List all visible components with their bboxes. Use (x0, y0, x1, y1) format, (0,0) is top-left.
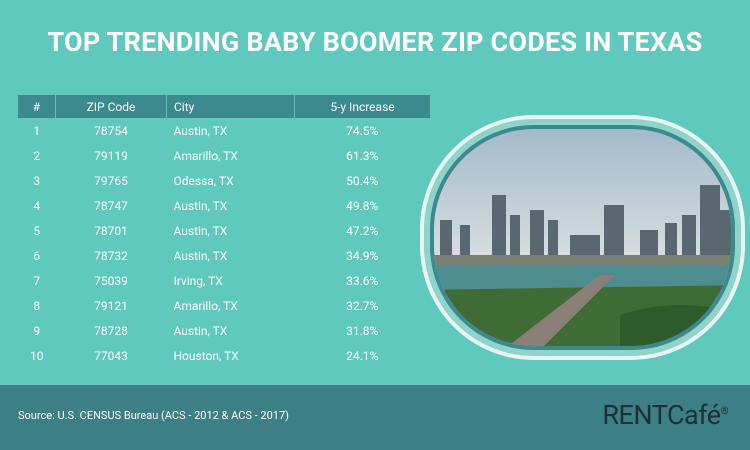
table-cell: 4 (33, 198, 41, 213)
table-cell: 78701 (94, 223, 128, 238)
table-row: 5 78701 Austin, TX 47.2% (18, 218, 430, 243)
table-cell: 50.4% (346, 173, 379, 188)
table-cell: 8 (33, 298, 41, 313)
logo-text: RENTCafé (602, 399, 721, 431)
table-cell: Amarillo, TX (173, 148, 238, 163)
title: TOP TRENDING BABY BOOMER ZIP CODES IN TE… (47, 26, 703, 58)
table-cell: 5 (33, 223, 41, 238)
table-cell: 75039 (94, 273, 128, 288)
table-cell: 32.7% (346, 298, 379, 313)
table-row: 6 78732 Austin, TX 34.9% (18, 243, 430, 268)
source-note: Source: U.S. CENSUS Bureau (ACS - 2012 &… (18, 409, 289, 422)
footer: Source: U.S. CENSUS Bureau (ACS - 2012 &… (0, 385, 750, 450)
table-cell: 9 (33, 323, 41, 338)
logo-mark: ® (720, 406, 729, 417)
table-cell: Irving, TX (173, 273, 223, 288)
table-cell: Houston, TX (173, 348, 239, 363)
table-row: 1 78754 Austin, TX 74.5% (18, 118, 430, 143)
table-cell: 79121 (94, 298, 128, 313)
table-cell: 10 (30, 348, 44, 363)
table-row: 3 79765 Odessa, TX 50.4% (18, 168, 430, 193)
table-cell: Austin, TX (173, 123, 228, 138)
table-row: 10 77043 Houston, TX 24.1% (18, 343, 430, 368)
table-cell: 7 (33, 273, 41, 288)
table-cell: 78747 (94, 198, 128, 213)
city-photo (420, 115, 745, 360)
table-cell: 3 (33, 173, 41, 188)
table-cell: 49.8% (346, 198, 379, 213)
table-cell: 78728 (94, 323, 128, 338)
table-row: 8 79121 Amarillo, TX 32.7% (18, 293, 430, 318)
table-row: 9 78728 Austin, TX 31.8% (18, 318, 430, 343)
header-row: # ZIP Code City 5-y Increase (18, 95, 430, 118)
table-cell: Austin, TX (173, 223, 228, 238)
table-cell: 78754 (94, 123, 128, 138)
column-header: City (166, 95, 295, 118)
table-row: 4 78747 Austin, TX 49.8% (18, 193, 430, 218)
table-cell: 78732 (94, 248, 128, 263)
table-cell: 6 (33, 248, 41, 263)
column-header: 5-y Increase (294, 95, 430, 118)
table-cell: 24.1% (346, 348, 379, 363)
table-cell: 74.5% (346, 123, 379, 138)
column-header: # (18, 95, 56, 118)
table-cell: 79765 (94, 173, 128, 188)
table-cell: Austin, TX (173, 248, 228, 263)
table-cell: 31.8% (346, 323, 379, 338)
table-cell: 77043 (94, 348, 128, 363)
table-cell: Austin, TX (173, 323, 228, 338)
column-header: ZIP Code (55, 95, 167, 118)
table-cell: Amarillo, TX (173, 298, 238, 313)
table-cell: 2 (33, 148, 41, 163)
table-cell: 61.3% (346, 148, 379, 163)
table-row: 2 79119 Amarillo, TX 61.3% (18, 143, 430, 168)
table-cell: Odessa, TX (173, 173, 234, 188)
table-cell: 79119 (94, 148, 128, 163)
data-table: # ZIP Code City 5-y Increase 1 78754 Austin, T… (18, 95, 430, 368)
table-cell: 47.2% (346, 223, 379, 238)
table-cell: 34.9% (346, 248, 379, 263)
logo: RENTCafé® (602, 399, 728, 431)
table-cell: Austin, TX (173, 198, 228, 213)
table-cell: 1 (33, 123, 41, 138)
table-row: 7 75039 Irving, TX 33.6% (18, 268, 430, 293)
table-cell: 33.6% (346, 273, 379, 288)
